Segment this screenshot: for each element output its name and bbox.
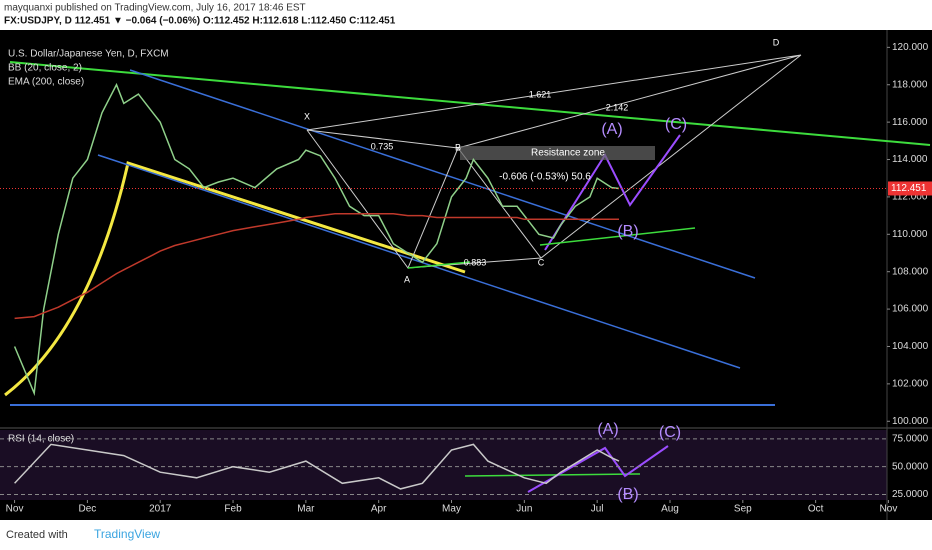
x-tick-label: 2017 [149,504,172,515]
x-tick-label: Sep [734,504,752,515]
x-tick-label: Apr [371,504,387,515]
annotation: (B) [617,486,638,503]
annotation: A [404,274,410,284]
y-tick-label: 75.0000 [892,434,929,445]
wave [544,134,681,251]
legend-entry: EMA (200, close) [8,77,84,88]
x-tick-label: Jun [516,504,532,515]
y-tick-label: 118.000 [892,79,928,90]
rsi-bg [0,430,887,500]
trendline [407,227,696,477]
y-tick-label: 100.000 [892,416,929,427]
y-tick-label: 50.0000 [892,461,929,472]
last-price-box [888,181,932,196]
footer-brand: TradingView [94,527,160,541]
y-tick-label: 104.000 [892,341,929,352]
trendline [9,61,931,146]
annotation: (C) [659,424,681,441]
legend-entry: U.S. Dollar/Japanese Yen, D, FXCM [8,49,169,60]
annotation: C [538,257,545,267]
harmonic [306,54,802,270]
x-tick-label: Dec [78,504,96,515]
y-tick-label: 108.000 [892,266,929,277]
trendline [129,69,756,279]
x-tick-label: Nov [6,504,24,515]
y-tick-label: 116.000 [892,117,928,128]
resistance-zone [460,146,655,160]
x-tick-label: Aug [661,504,679,515]
series-line [14,443,620,490]
annotation: (C) [665,116,687,133]
header-bg [0,0,932,30]
annotation: X [304,111,310,121]
header-line: FX:USDJPY, D 112.451 ▼ −0.064 (−0.06%) O… [4,16,396,27]
series-line [13,82,620,397]
trendline [97,154,741,369]
y-tick-label: 110.000 [892,229,928,240]
y-tick-label: 102.000 [892,379,929,390]
annotation: D [773,37,780,47]
y-tick-label: 106.000 [892,304,929,315]
x-tick-label: Oct [808,504,824,515]
drawings [4,54,931,493]
y-tick-label: 114.000 [892,154,928,165]
series-line [14,212,619,320]
header-line: mayquanxi published on TradingView.com, … [4,3,306,14]
last-price-label: 112.451 [891,183,927,194]
legend-entry: BB (20, close, 2) [8,63,82,74]
y-tick-label: 120.000 [892,42,929,53]
annotation: B [455,142,461,152]
x-tick-label: Mar [297,504,315,515]
x-tick-label: Feb [224,504,242,515]
y-tick-label: 25.0000 [892,489,929,500]
annotation: 0.735 [371,141,394,151]
annotation: 0.883 [464,257,487,267]
annotation: (B) [617,223,638,240]
x-tick-label: Nov [880,504,898,515]
annotation: Resistance zone [531,148,605,159]
footer-text: Created with [6,529,68,541]
x-tick-label: May [442,504,461,515]
annotation: 2.142 [606,102,629,112]
annotation: 1.621 [529,89,552,99]
annotation: (A) [601,121,622,138]
footer-bg [0,520,932,550]
annotation: (A) [597,421,618,438]
wave [527,445,669,493]
y-tick-label: 112.000 [892,192,928,203]
panel-title: RSI (14, close) [8,434,74,445]
x-tick-label: Jul [591,504,604,515]
annotation: -0.606 (-0.53%) 50.6 [499,172,591,183]
